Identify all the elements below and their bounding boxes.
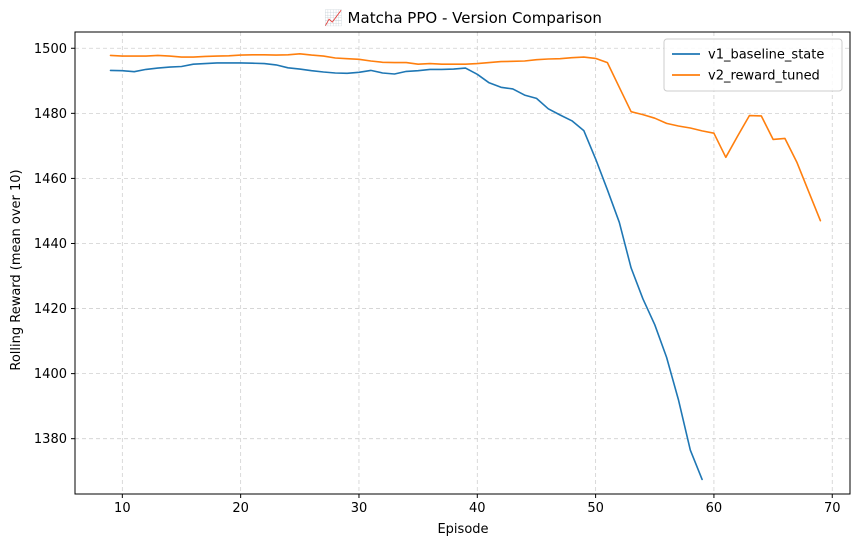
grid: [75, 32, 850, 494]
series-line-v2_reward_tuned: [109, 52, 822, 222]
y-tick-label: 1380: [34, 432, 67, 447]
x-tick-label: 10: [114, 501, 131, 516]
legend-label: v2_reward_tuned: [708, 69, 820, 84]
y-tick-label: 1400: [34, 367, 67, 382]
x-tick-label: 60: [706, 501, 723, 516]
chart-title: 📈 Matcha PPO - Version Comparison: [324, 9, 602, 27]
series-line-v1_baseline_state: [109, 62, 703, 481]
plot-frame: [74, 31, 851, 495]
series-lines: [109, 52, 822, 481]
x-tick-label: 30: [351, 501, 368, 516]
legend-label: v1_baseline_state: [708, 48, 824, 63]
legend-box: [663, 38, 843, 92]
y-axis: 1380 1400 1420 1440 1460 1480 1500: [34, 42, 75, 447]
y-tick-label: 1420: [34, 302, 67, 317]
x-tick-label: 20: [232, 501, 249, 516]
x-tick-label: 40: [469, 501, 486, 516]
y-tick-label: 1440: [34, 237, 67, 252]
y-axis-label: Rolling Reward (mean over 10): [9, 169, 24, 370]
y-tick-label: 1500: [34, 42, 67, 57]
x-tick-label: 50: [587, 501, 604, 516]
x-tick-label: 70: [824, 501, 841, 516]
x-axis: 10 20 30 40 50 60 70: [114, 494, 841, 516]
legend: v1_baseline_state v2_reward_tuned: [663, 38, 843, 92]
x-axis-label: Episode: [437, 522, 488, 537]
y-tick-label: 1480: [34, 107, 67, 122]
y-tick-label: 1460: [34, 172, 67, 187]
